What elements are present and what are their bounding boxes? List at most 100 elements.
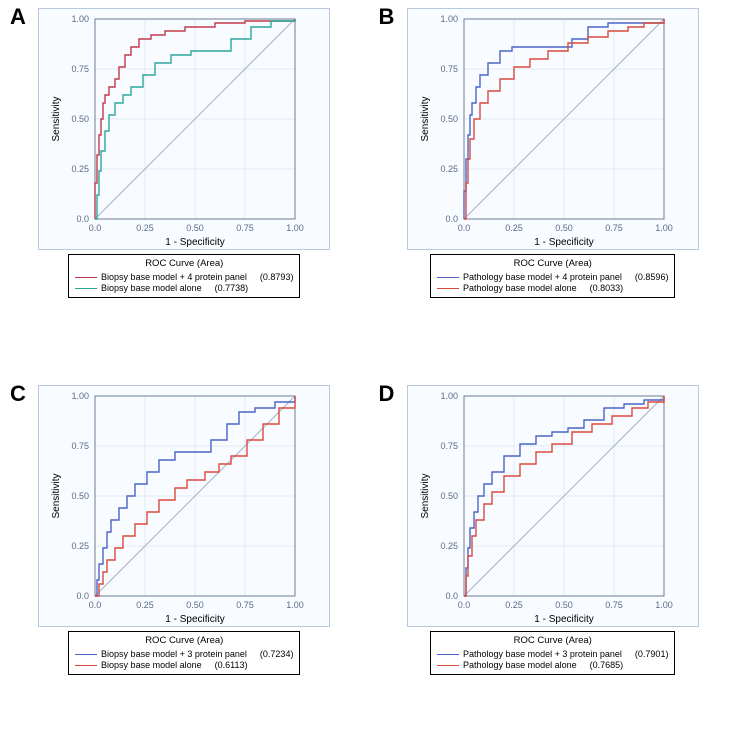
panel-D: D 0.00.0 0.25 0.25 0.50 0.50 0.75 0.75 1.00 1.00 S…	[369, 377, 737, 754]
svg-text:0.75: 0.75	[440, 64, 458, 74]
svg-text:0.25: 0.25	[505, 223, 523, 233]
legend-row: Pathology base model + 3 protein panel (…	[437, 649, 668, 660]
legend-swatch	[75, 665, 97, 666]
panel-A: A 0.00.0 0.25 0.25 0.50 0.50 0.75 0.75 1.00 1.00 S…	[0, 0, 369, 377]
legend-series-name: Biopsy base model alone	[101, 660, 202, 671]
legend-row: Biopsy base model + 3 protein panel (0.7…	[75, 649, 293, 660]
svg-text:0.0: 0.0	[445, 214, 458, 224]
legend-series-name: Biopsy base model + 4 protein panel	[101, 272, 247, 283]
svg-text:0.25: 0.25	[136, 223, 154, 233]
legend-series-auc: (0.8033)	[590, 283, 624, 294]
svg-text:0.75: 0.75	[236, 600, 254, 610]
legend-row: Biopsy base model alone (0.6113)	[75, 660, 293, 671]
svg-text:0.0: 0.0	[457, 223, 470, 233]
svg-text:1.00: 1.00	[72, 14, 90, 24]
svg-text:1.00: 1.00	[286, 600, 304, 610]
svg-text:0.50: 0.50	[440, 491, 458, 501]
svg-text:1.00: 1.00	[72, 391, 90, 401]
svg-text:0.0: 0.0	[77, 214, 90, 224]
legend-series-name: Pathology base model alone	[463, 283, 577, 294]
y-axis-label: Sensitivity	[51, 96, 62, 141]
legend-title: ROC Curve (Area)	[75, 635, 293, 647]
svg-text:0.75: 0.75	[236, 223, 254, 233]
svg-text:0.75: 0.75	[72, 441, 90, 451]
y-axis-label: Sensitivity	[51, 473, 62, 518]
legend-series-auc: (0.8596)	[635, 272, 669, 283]
svg-text:0.75: 0.75	[605, 600, 623, 610]
svg-text:0.50: 0.50	[555, 223, 573, 233]
legend-series-name: Biopsy base model + 3 protein panel	[101, 649, 247, 660]
svg-text:0.50: 0.50	[186, 223, 204, 233]
legend-title: ROC Curve (Area)	[437, 635, 668, 647]
svg-text:1.00: 1.00	[440, 391, 458, 401]
figure-grid: A0.00.00.250.250.500.500.750.751.001.00S…	[0, 0, 737, 754]
legend: ROC Curve (Area) Biopsy base model + 4 pr…	[68, 254, 300, 298]
legend-row: Biopsy base model + 4 protein panel (0.8…	[75, 272, 293, 283]
legend: ROC Curve (Area) Pathology base model + 3…	[430, 631, 675, 675]
svg-text:1.00: 1.00	[655, 223, 673, 233]
panel-letter: A	[10, 4, 26, 30]
panel-letter: B	[379, 4, 395, 30]
legend-row: Biopsy base model alone (0.7738)	[75, 283, 293, 294]
svg-text:1.00: 1.00	[655, 600, 673, 610]
legend-row: Pathology base model alone (0.8033)	[437, 283, 668, 294]
svg-text:0.0: 0.0	[77, 591, 90, 601]
legend-row: Pathology base model alone (0.7685)	[437, 660, 668, 671]
svg-text:0.75: 0.75	[605, 223, 623, 233]
svg-text:0.0: 0.0	[89, 600, 102, 610]
y-axis-label: Sensitivity	[420, 96, 431, 141]
legend-series-name: Pathology base model alone	[463, 660, 577, 671]
svg-text:0.25: 0.25	[136, 600, 154, 610]
x-axis-label: 1 - Specificity	[166, 237, 225, 248]
x-axis-label: 1 - Specificity	[534, 237, 593, 248]
panel-B: B 0.00.0 0.25 0.25 0.50 0.50 0.75 0.75 1.00 1.00 S…	[369, 0, 737, 377]
legend-title: ROC Curve (Area)	[437, 258, 668, 270]
svg-text:0.50: 0.50	[186, 600, 204, 610]
svg-text:0.75: 0.75	[440, 441, 458, 451]
svg-text:0.0: 0.0	[89, 223, 102, 233]
panel-C: C 0.00.0 0.25 0.25 0.50 0.50 0.75 0.75 1.00 1.00 S…	[0, 377, 369, 754]
svg-text:0.50: 0.50	[72, 114, 90, 124]
svg-text:0.25: 0.25	[72, 541, 90, 551]
roc-plot: 0.00.0 0.25 0.25 0.50 0.50 0.75 0.75 1.00 1.00 Se…	[407, 385, 699, 627]
panel-letter: D	[379, 381, 395, 407]
svg-text:1.00: 1.00	[440, 14, 458, 24]
legend-series-name: Pathology base model + 3 protein panel	[463, 649, 622, 660]
svg-text:0.50: 0.50	[555, 600, 573, 610]
roc-plot: 0.00.0 0.25 0.25 0.50 0.50 0.75 0.75 1.00 1.00 Se…	[38, 8, 330, 250]
legend-series-auc: (0.7738)	[215, 283, 249, 294]
svg-text:0.50: 0.50	[72, 491, 90, 501]
legend-swatch	[75, 277, 97, 278]
y-axis-label: Sensitivity	[420, 473, 431, 518]
svg-text:0.75: 0.75	[72, 64, 90, 74]
legend: ROC Curve (Area) Biopsy base model + 3 pr…	[68, 631, 300, 675]
x-axis-label: 1 - Specificity	[166, 614, 225, 625]
legend: ROC Curve (Area) Pathology base model + 4…	[430, 254, 675, 298]
legend-series-auc: (0.8793)	[260, 272, 294, 283]
roc-plot: 0.00.0 0.25 0.25 0.50 0.50 0.75 0.75 1.00 1.00 Se…	[38, 385, 330, 627]
legend-series-auc: (0.7901)	[635, 649, 669, 660]
legend-row: Pathology base model + 4 protein panel (…	[437, 272, 668, 283]
svg-text:0.25: 0.25	[440, 164, 458, 174]
legend-title: ROC Curve (Area)	[75, 258, 293, 270]
legend-swatch	[437, 654, 459, 655]
svg-text:1.00: 1.00	[286, 223, 304, 233]
legend-series-name: Pathology base model + 4 protein panel	[463, 272, 622, 283]
svg-text:0.0: 0.0	[445, 591, 458, 601]
legend-series-auc: (0.7685)	[590, 660, 624, 671]
legend-series-auc: (0.7234)	[260, 649, 294, 660]
roc-plot: 0.00.0 0.25 0.25 0.50 0.50 0.75 0.75 1.00 1.00 Se…	[407, 8, 699, 250]
legend-series-name: Biopsy base model alone	[101, 283, 202, 294]
panel-letter: C	[10, 381, 26, 407]
svg-text:0.25: 0.25	[505, 600, 523, 610]
legend-swatch	[75, 288, 97, 289]
legend-swatch	[437, 277, 459, 278]
legend-series-auc: (0.6113)	[215, 660, 248, 671]
svg-text:0.0: 0.0	[457, 600, 470, 610]
svg-text:0.25: 0.25	[72, 164, 90, 174]
svg-text:0.50: 0.50	[440, 114, 458, 124]
x-axis-label: 1 - Specificity	[534, 614, 593, 625]
svg-text:0.25: 0.25	[440, 541, 458, 551]
legend-swatch	[437, 665, 459, 666]
legend-swatch	[75, 654, 97, 655]
